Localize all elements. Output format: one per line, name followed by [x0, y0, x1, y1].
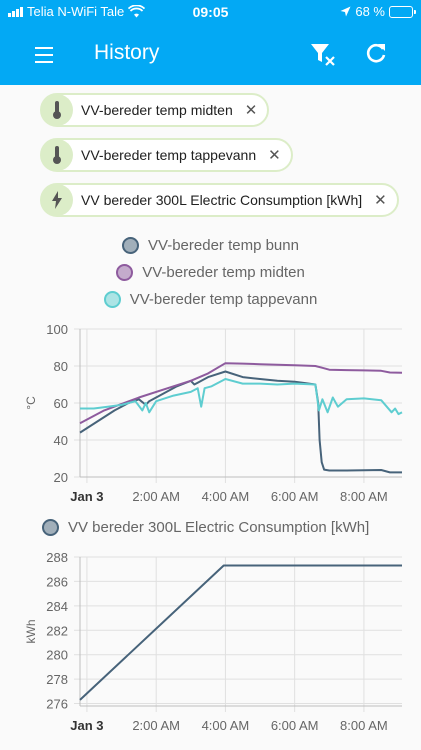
- energy-chart: 276 278 280 282 284 286 288 Jan 3 2:00 AM 4:00 AM…: [24, 550, 402, 733]
- legend-label: VV-bereder temp bunn: [148, 237, 299, 254]
- y-tick-label: 40: [54, 433, 68, 448]
- x-tick-label: 4:00 AM: [202, 489, 250, 504]
- x-tick-label: 8:00 AM: [340, 489, 388, 504]
- x-tick-label: 4:00 AM: [202, 718, 250, 733]
- y-tick-label: 280: [46, 648, 68, 663]
- thermometer-icon: [41, 139, 73, 171]
- legend-dot: [103, 291, 121, 308]
- legend-label: VV bereder 300L Electric Consumption [kW…: [68, 519, 370, 536]
- chip-label: VV bereder 300L Electric Consumption [kW…: [81, 192, 363, 208]
- flash-icon: [41, 184, 73, 216]
- chip-label: VV-bereder temp midten: [81, 102, 233, 118]
- x-tick-label: 2:00 AM: [132, 718, 180, 733]
- y-tick-label: 284: [46, 599, 68, 614]
- wifi-icon: [128, 5, 146, 18]
- legend-item[interactable]: VV-bereder temp midten: [0, 264, 421, 281]
- close-icon[interactable]: ✕: [374, 192, 387, 209]
- x-tick-label: Jan 3: [70, 489, 103, 504]
- status-left: Telia N-WiFi Tale: [8, 4, 146, 19]
- y-tick-label: 100: [46, 322, 68, 337]
- legend-label: VV-bereder temp tappevann: [129, 291, 318, 308]
- app-toolbar: History: [0, 24, 421, 85]
- y-tick-label: 60: [54, 396, 68, 411]
- y-tick-label: 278: [46, 672, 68, 687]
- refresh-icon[interactable]: [360, 38, 392, 70]
- filter-chip[interactable]: VV-bereder temp midten ✕: [40, 93, 270, 127]
- temperature-chart: 20 40 60 80 100 Jan 3 2:00 AM 4:00 AM 6:00 AM 8:0…: [24, 322, 403, 504]
- close-icon[interactable]: ✕: [268, 147, 281, 164]
- x-tick-label: Jan 3: [70, 718, 103, 733]
- x-tick-label: 6:00 AM: [271, 718, 319, 733]
- filter-chip[interactable]: VV-bereder temp tappevann ✕: [40, 138, 293, 172]
- x-tick-label: 6:00 AM: [271, 489, 319, 504]
- y-tick-label: 286: [46, 574, 68, 589]
- page-title: History: [94, 41, 160, 64]
- series-line-0[interactable]: [79, 370, 402, 474]
- y-tick-label: 80: [54, 359, 68, 374]
- y-tick-label: 20: [54, 470, 68, 485]
- y-tick-label: 276: [46, 697, 68, 712]
- legend-item[interactable]: VV-bereder temp bunn: [0, 237, 421, 254]
- y-axis-label: kWh: [24, 620, 38, 644]
- y-tick-label: 282: [46, 623, 68, 638]
- legend-item[interactable]: VV bereder 300L Electric Consumption [kW…: [42, 519, 421, 536]
- y-tick-label: 288: [46, 550, 68, 565]
- y-axis-label: °C: [24, 396, 38, 410]
- clock: 09:05: [192, 4, 229, 20]
- filter-remove-icon[interactable]: [307, 38, 339, 70]
- carrier-label: Telia N-WiFi Tale: [27, 4, 125, 19]
- status-bar: Telia N-WiFi Tale 09:05 68 %: [0, 0, 421, 24]
- x-tick-label: 2:00 AM: [132, 489, 180, 504]
- battery-icon: [389, 5, 416, 18]
- legend-dot: [42, 519, 59, 536]
- legend-dot: [116, 264, 134, 281]
- status-right: 68 %: [340, 4, 416, 19]
- x-tick-label: 8:00 AM: [340, 718, 388, 733]
- battery-percent: 68 %: [355, 4, 385, 19]
- legend-dot: [122, 237, 140, 254]
- series-line-1[interactable]: [79, 362, 403, 425]
- close-icon[interactable]: ✕: [244, 102, 258, 119]
- legend-label: VV-bereder temp midten: [142, 264, 305, 281]
- series-line-2[interactable]: [80, 378, 403, 416]
- filter-chip[interactable]: VV bereder 300L Electric Consumption [kW…: [40, 183, 399, 217]
- thermometer-icon: [41, 94, 73, 126]
- location-arrow-icon: [340, 6, 351, 17]
- series-line-0[interactable]: [79, 564, 402, 701]
- chip-label: VV-bereder temp tappevann: [81, 147, 257, 163]
- menu-icon[interactable]: [24, 42, 64, 68]
- signal-icon: [8, 6, 23, 17]
- legend-item[interactable]: VV-bereder temp tappevann: [0, 291, 421, 308]
